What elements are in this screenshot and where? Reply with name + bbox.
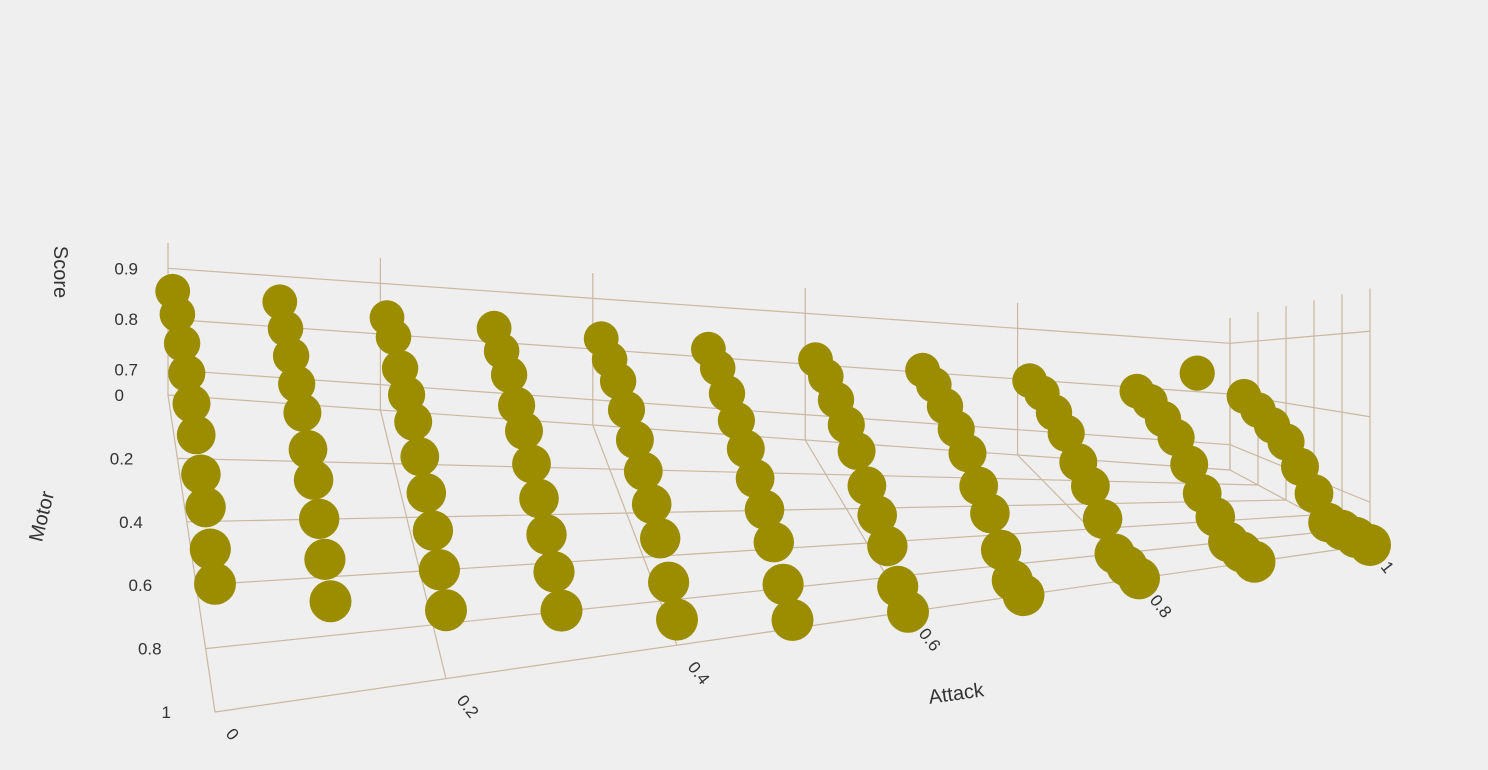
data-point <box>837 432 876 470</box>
data-point <box>176 415 216 455</box>
data-point <box>283 393 322 432</box>
data-point <box>623 451 663 491</box>
data-point <box>181 454 221 495</box>
z-tick-label: 0.7 <box>114 361 138 380</box>
data-point <box>1118 557 1160 600</box>
data-point <box>168 354 206 392</box>
data-point <box>615 420 654 459</box>
data-point <box>163 325 201 362</box>
data-point <box>194 562 236 605</box>
data-point <box>299 498 340 540</box>
y-tick-label: 0.4 <box>119 513 143 532</box>
y-tick-label: 0.6 <box>129 576 153 595</box>
data-point <box>1179 355 1215 391</box>
data-points <box>155 273 1391 641</box>
data-point <box>948 434 987 473</box>
data-point <box>1082 499 1123 539</box>
data-point <box>648 561 690 603</box>
data-point <box>867 525 908 567</box>
x-tick-label: 0.4 <box>684 658 714 688</box>
data-point <box>172 384 211 423</box>
data-point <box>753 522 794 563</box>
z-tick-label: 0.9 <box>114 259 138 278</box>
data-point <box>288 430 328 469</box>
data-point <box>1233 540 1276 583</box>
data-point <box>418 549 460 591</box>
grid-line-score <box>167 267 1231 344</box>
x-tick-label: 0.2 <box>453 691 483 721</box>
grid-line-attack <box>379 409 447 679</box>
data-point <box>278 365 316 403</box>
data-point <box>1071 466 1110 506</box>
data-point <box>293 460 334 500</box>
y-axis-title: Motor <box>25 489 59 544</box>
data-point <box>640 518 681 559</box>
data-point <box>412 510 454 551</box>
data-point <box>631 484 672 524</box>
data-point <box>394 402 433 441</box>
data-point <box>1349 524 1391 566</box>
data-point <box>519 478 559 519</box>
data-point <box>533 551 575 593</box>
data-point <box>717 401 756 440</box>
data-point <box>309 580 352 623</box>
data-point <box>189 528 231 570</box>
data-point <box>490 356 528 393</box>
z-tick-label: 0.8 <box>114 310 138 329</box>
data-point <box>267 310 304 347</box>
grid-line-motor <box>167 394 1231 471</box>
data-point <box>726 429 765 468</box>
data-point <box>262 284 298 320</box>
y-tick-label: 0 <box>115 386 124 405</box>
data-point <box>762 563 804 605</box>
data-point <box>540 589 583 632</box>
grid-line-motor <box>196 514 1315 586</box>
data-point <box>512 444 551 484</box>
data-point <box>735 459 775 498</box>
data-point <box>185 487 226 528</box>
x-tick-label: 0 <box>222 725 243 744</box>
data-point <box>526 514 567 555</box>
data-point <box>375 319 412 355</box>
data-point <box>607 391 646 429</box>
data-point <box>304 538 346 581</box>
data-point <box>400 437 440 477</box>
data-point <box>771 599 814 641</box>
data-point <box>887 590 929 633</box>
data-point <box>406 473 447 513</box>
grid-line-right-wall <box>1229 330 1371 344</box>
data-point <box>744 489 785 530</box>
data-point <box>599 362 637 400</box>
data-point <box>1047 414 1085 452</box>
data-point <box>505 411 543 450</box>
data-point <box>1002 574 1045 617</box>
y-tick-label: 1 <box>162 703 171 722</box>
data-point <box>970 493 1010 534</box>
data-point <box>1170 445 1209 484</box>
data-point <box>272 337 310 375</box>
data-point <box>425 589 467 632</box>
x-axis-title: Attack <box>927 679 986 709</box>
data-point <box>857 495 897 535</box>
y-tick-label: 0.2 <box>110 449 134 468</box>
data-point <box>159 296 196 333</box>
z-axis-title: Score <box>49 246 71 298</box>
y-tick-label: 0.8 <box>138 640 162 659</box>
data-point <box>656 598 698 641</box>
